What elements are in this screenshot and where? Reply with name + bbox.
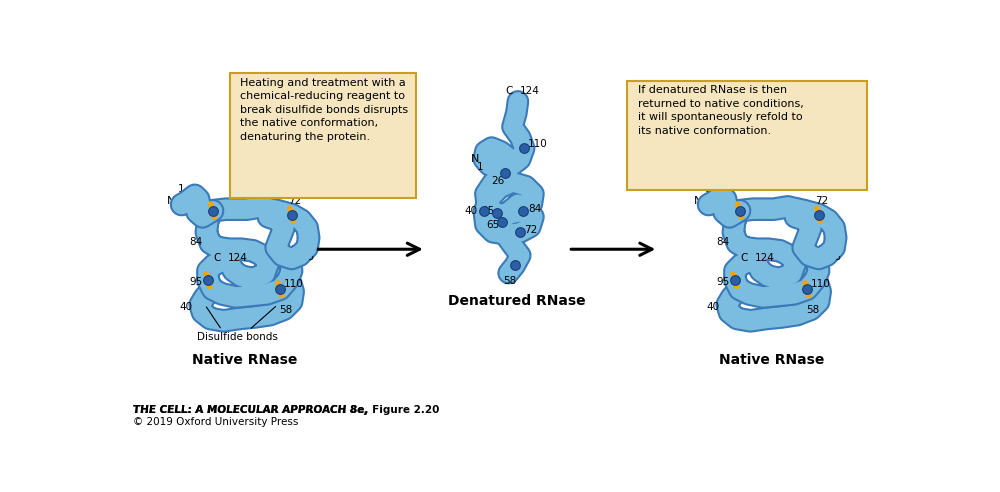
Text: 124: 124 xyxy=(755,253,775,264)
Text: 40: 40 xyxy=(706,302,719,311)
Text: 26: 26 xyxy=(491,176,505,186)
Text: 84: 84 xyxy=(528,204,541,214)
Text: C: C xyxy=(740,253,747,264)
Text: If denatured RNase is then
returned to native conditions,
it will spontaneously : If denatured RNase is then returned to n… xyxy=(638,85,804,136)
Text: 1: 1 xyxy=(178,184,185,194)
Text: 72: 72 xyxy=(524,225,537,235)
Text: 95: 95 xyxy=(716,277,730,286)
Text: 65: 65 xyxy=(828,252,841,262)
Text: 58: 58 xyxy=(279,305,292,315)
Text: Heating and treatment with a
chemical-reducing reagent to
break disulfide bonds : Heating and treatment with a chemical-re… xyxy=(240,78,408,142)
Text: 40: 40 xyxy=(179,302,192,311)
Text: 58: 58 xyxy=(806,305,819,315)
Text: 1: 1 xyxy=(705,184,712,194)
Text: Native RNase: Native RNase xyxy=(192,353,298,367)
Text: © 2019 Oxford University Press: © 2019 Oxford University Press xyxy=(133,417,298,427)
Text: 84: 84 xyxy=(189,237,202,246)
Text: Disulfide bonds: Disulfide bonds xyxy=(197,333,278,342)
Text: Native RNase: Native RNase xyxy=(719,353,825,367)
Text: 110: 110 xyxy=(528,139,548,149)
Text: 124: 124 xyxy=(520,86,540,96)
Text: 124: 124 xyxy=(228,253,248,264)
Text: N: N xyxy=(694,196,702,207)
Text: 110: 110 xyxy=(284,279,304,289)
Text: 65: 65 xyxy=(301,252,314,262)
Text: C: C xyxy=(213,253,220,264)
Text: N: N xyxy=(471,154,479,164)
Text: Denatured RNase: Denatured RNase xyxy=(448,294,585,308)
Text: 84: 84 xyxy=(716,237,730,246)
Text: 110: 110 xyxy=(811,279,831,289)
Text: 40: 40 xyxy=(464,207,478,216)
Text: THE CELL: A MOLECULAR APPROACH 8e,: THE CELL: A MOLECULAR APPROACH 8e, xyxy=(133,405,368,415)
FancyBboxPatch shape xyxy=(627,81,867,190)
Text: 1: 1 xyxy=(477,162,484,172)
Text: C: C xyxy=(505,86,512,96)
Text: 65: 65 xyxy=(486,220,499,230)
Text: THE CELL: A MOLECULAR APPROACH 8e, Figure 2.20: THE CELL: A MOLECULAR APPROACH 8e, Figur… xyxy=(133,405,439,415)
Text: 72: 72 xyxy=(288,196,301,206)
Text: 26: 26 xyxy=(193,193,206,203)
Text: 95: 95 xyxy=(481,207,495,216)
Text: 58: 58 xyxy=(504,276,517,286)
Text: N: N xyxy=(167,196,175,207)
FancyBboxPatch shape xyxy=(230,73,416,198)
Text: 95: 95 xyxy=(189,277,202,286)
Text: 26: 26 xyxy=(720,193,733,203)
Text: 72: 72 xyxy=(815,196,828,206)
